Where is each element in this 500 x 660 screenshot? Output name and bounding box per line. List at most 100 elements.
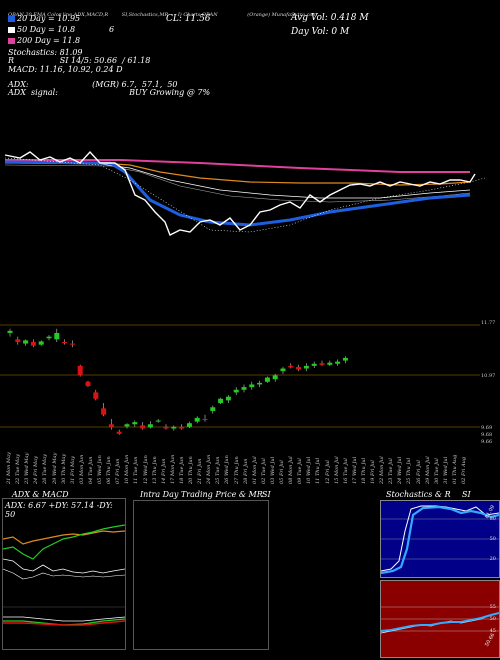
intraday-panel: [133, 500, 269, 650]
stoch-panel: 80 50 20 81.09: [380, 500, 500, 578]
rsi-chart: [381, 606, 499, 634]
candle-body: [179, 426, 185, 429]
ma-legend: 20 Day = 10.95 50 Day = 10.8 6 200 Day = …: [8, 14, 114, 45]
date-label: 30 Tue Jul: [433, 458, 440, 484]
date-label: 18 Thu Jul: [360, 457, 367, 484]
candle-body: [186, 423, 192, 427]
candle-body: [210, 407, 216, 411]
date-label: 19 Fri Jul: [370, 460, 376, 484]
price-axis-low1: 9.69: [481, 425, 493, 431]
date-label: 23 Wed May: [24, 452, 31, 484]
date-label: 12 Wed Jun: [142, 455, 149, 484]
date-label: 17 Wed Jul: [351, 456, 358, 484]
candle-body: [101, 408, 107, 415]
date-label: 22 Tue May: [15, 454, 22, 484]
candle-body: [155, 420, 161, 422]
candle-body: [7, 330, 13, 333]
candle-body: [23, 340, 29, 344]
date-label: 17 Mon Jun: [169, 454, 176, 484]
candle-body: [93, 392, 99, 399]
indicator-adx-signal: ADX signal: BUY Growing @ 7%: [8, 88, 211, 97]
header-right: I) Charts OBAN: [177, 12, 218, 18]
adx-chart: [3, 524, 125, 626]
candle-body: [77, 365, 83, 376]
date-label: 20 Thu Jun: [188, 456, 194, 484]
rsi-level-50: 50: [489, 616, 496, 622]
candle-body: [85, 381, 91, 387]
date-label: 05 Wed Jun: [97, 455, 103, 484]
date-label: 07 Fri Jun: [115, 458, 122, 484]
ema50-swatch: [8, 27, 15, 33]
date-label: 08 Mon Jul: [288, 456, 295, 484]
price-axis-low3: 9.66: [481, 439, 493, 445]
date-label: 24 Fri May: [33, 456, 40, 484]
date-label: 23 Tue Jul: [388, 458, 395, 484]
candle-body: [233, 389, 239, 393]
ema200-line: [5, 159, 470, 173]
adx-panel-title: ADX & MACD: [12, 490, 69, 499]
date-label: 26 Wed Jun: [224, 455, 231, 484]
close-price: CL: 11.56: [166, 14, 211, 24]
date-label: 09 Tue Jul: [297, 458, 304, 484]
date-label: 03 Wed Jul: [269, 456, 276, 484]
date-label: 05 Fri Jul: [279, 460, 285, 484]
date-label: 10 Mon Jun: [124, 454, 131, 484]
intraday-title: Intra Day Trading Price & MR: [140, 490, 263, 499]
candle-body: [147, 424, 153, 428]
candle-body: [171, 426, 177, 429]
ma-chart: [4, 150, 486, 236]
price-axis-mid: 10.97: [481, 373, 496, 379]
indicator-adx: ADX: (MGR) 6.7, 57.1, 50: [8, 80, 178, 89]
legend-item-20day: 20 Day = 10.95: [8, 14, 114, 23]
header-far: (Orange) MunafaSutra.com: [247, 12, 318, 18]
adx-panel: ADX: 6.67 +DY: 57.14 -DY: 50: [2, 498, 126, 650]
date-label: 14 Fri Jun: [160, 458, 167, 484]
stoch-level-20: 20: [489, 556, 496, 562]
date-label: 21 Fri Jun: [197, 458, 204, 484]
day-volume: Day Vol: 0 M: [291, 27, 350, 37]
candle-body: [241, 387, 247, 390]
header-mid: SI,Stochastics,MR: [121, 12, 169, 18]
ema50-line-b: [4, 164, 471, 203]
ema20-line: [4, 160, 471, 227]
date-label: 24 Wed Jul: [397, 456, 404, 484]
legend-item-200day: 200 Day = 11.8: [8, 36, 114, 45]
ema20-swatch: [8, 16, 15, 22]
avg-volume: Avg Vol: 0.418 M: [291, 13, 369, 23]
candle-body: [202, 418, 208, 421]
candle-body: [132, 422, 138, 425]
stoch-panel-si: SI: [462, 490, 471, 499]
indicator-rsi: R SI 14/5: 50.66 / 61.18: [8, 56, 151, 65]
date-label: 01 Mon Jul: [251, 456, 258, 484]
price-axis-low2: 9.68: [481, 432, 493, 438]
legend-item-50day: 50 Day = 10.8 6: [8, 25, 114, 34]
date-label: 29 Mon Jul: [424, 456, 431, 484]
candle-body: [272, 375, 278, 380]
candle-body: [335, 361, 341, 364]
candle-body: [296, 366, 302, 370]
candle-body: [140, 425, 146, 429]
date-label: 06 Thu Jun: [106, 456, 113, 484]
date-label: 21 Mon May: [6, 452, 12, 484]
stoch-chart: [381, 505, 499, 575]
date-label: 18 Tue Jun: [178, 456, 185, 485]
price-line: [4, 150, 476, 236]
header-left: OBAN 20 EMA Color line ADX,MACD,R: [8, 12, 109, 18]
date-label: 28 Tue May: [42, 454, 49, 484]
header-line: OBAN 20 EMA Color line ADX,MACD,R SI,Sto…: [8, 12, 498, 18]
candle-body: [194, 417, 200, 422]
ema200-swatch: [8, 38, 15, 44]
date-label: 29 Wed May: [51, 452, 58, 484]
date-label: 11 Thu Jul: [315, 457, 322, 484]
date-label: 27 Thu Jun: [233, 456, 240, 484]
stoch-level-80: 80: [489, 516, 496, 522]
candle-body: [342, 357, 348, 361]
candle-body: [327, 362, 333, 365]
date-label: 30 Thu May: [60, 453, 67, 484]
candle-body: [15, 339, 21, 342]
candle-body: [163, 426, 169, 429]
candle-body: [225, 396, 231, 401]
price-axis-top: 11.77: [481, 320, 496, 326]
date-label: 31 Fri May: [69, 456, 76, 484]
indicator-macd: MACD: 11.16, 10.92, 0.24 D: [8, 65, 123, 74]
